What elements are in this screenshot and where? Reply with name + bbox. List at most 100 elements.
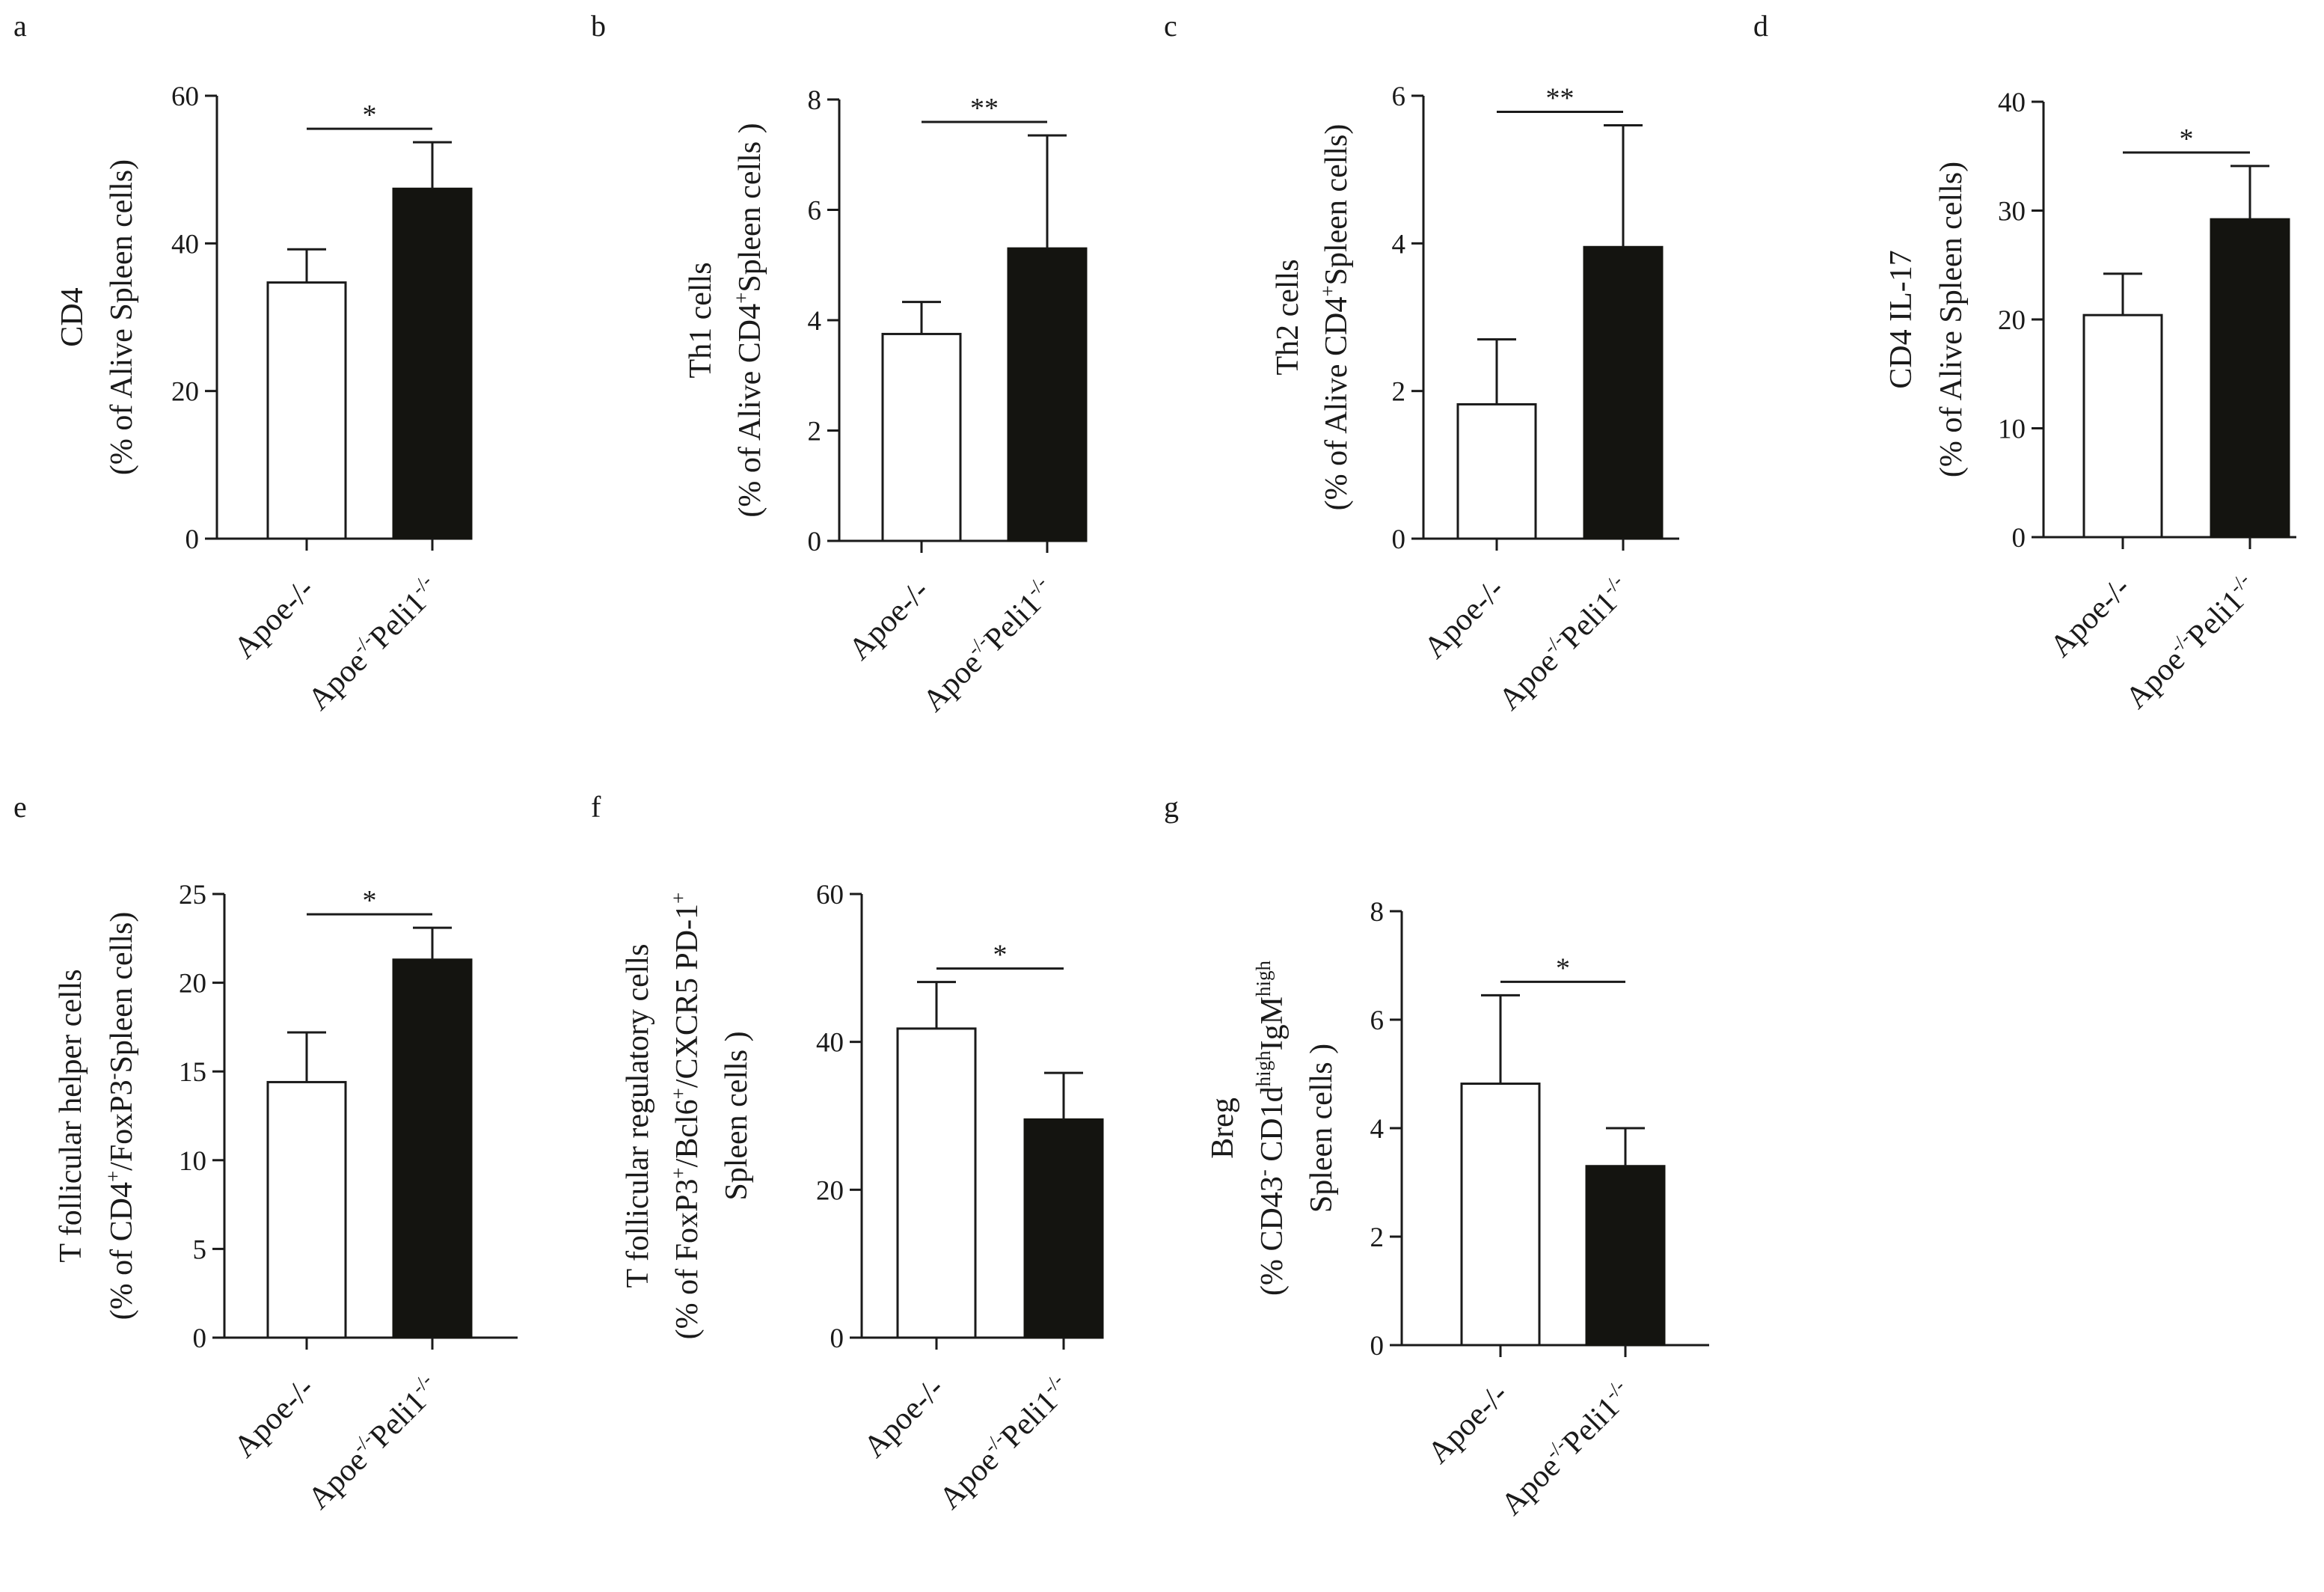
y-axis-label: T follicular helper cells: [54, 969, 88, 1262]
y-tick-label: 60: [171, 82, 199, 112]
y-tick-label: 2: [808, 417, 822, 447]
y-axis-label-text: (% of Alive CD4: [733, 304, 767, 518]
y-axis-label-text: (% CD43: [1255, 1176, 1290, 1296]
y-tick-label: 15: [179, 1057, 206, 1088]
y-axis-label-text: /FoxP3: [105, 1080, 139, 1170]
y-axis-label-superscript: +: [667, 1088, 690, 1099]
y-tick-label: 0: [193, 1323, 207, 1354]
y-tick-label: 4: [1370, 1114, 1385, 1145]
y-axis-label: (% of Alive Spleen cells): [105, 159, 139, 475]
y-axis-label: (% of Alive CD4+Spleen cells): [1316, 124, 1354, 511]
panel-b: b 0 2 4 6 8 ** Th1 cells (% of Alive CD4+Spleen …: [591, 9, 1088, 719]
panel-letter-e: e: [13, 790, 27, 824]
significance-marker: *: [2180, 123, 2194, 155]
bar-apoe-peli1: [1023, 1118, 1104, 1339]
bar-apoe-peli1: [392, 958, 473, 1339]
x-category-label: Apoe-/-Peli1-/-: [2117, 569, 2264, 716]
bar-apoe-peli1: [1585, 1165, 1666, 1347]
bar-apoe-peli1: [2210, 218, 2290, 539]
x-category-label: Apoe-/-Peli1-/-: [1492, 1375, 1640, 1522]
y-axis-label-text: CD4 IL-17: [1884, 250, 1919, 388]
y-tick-label: 0: [1392, 524, 1406, 555]
y-tick-label: 0: [808, 527, 822, 557]
x-category-label: Apoe-/-Peli1-/-: [299, 570, 447, 717]
panel-a: a 0 20 40 60 * CD4 (% of Alive Spleen cells) Apo…: [13, 9, 473, 717]
y-tick-label: 40: [171, 229, 199, 260]
y-tick-label: 40: [1998, 88, 2026, 118]
panel-letter-g: g: [1164, 790, 1179, 824]
y-axis-label: Spleen cells ): [1304, 1044, 1339, 1213]
y-axis-label-text: Spleen cells ): [720, 1031, 754, 1200]
y-axis-label-text: Spleen cells ): [733, 123, 767, 292]
y-tick-label: 4: [1392, 229, 1406, 260]
y-tick-label: 40: [816, 1028, 844, 1059]
panel-e: e 0 5 10 15 20 25 * T follicular helper cells (% …: [13, 790, 518, 1516]
x-category-label: Apoe-/-: [2044, 571, 2137, 664]
y-tick-label: 4: [808, 306, 822, 337]
y-axis-label-text: Spleen cells ): [1304, 1044, 1339, 1213]
y-axis-label-text: /CXCR5 PD-1: [670, 904, 705, 1088]
significance-marker: *: [993, 940, 1008, 971]
y-tick-label: 20: [816, 1175, 844, 1206]
y-tick-label: 2: [1392, 377, 1406, 408]
y-tick-label: 6: [1392, 82, 1406, 112]
y-tick-label: 8: [1370, 897, 1385, 928]
panel-letter-a: a: [13, 9, 27, 43]
panel-c: c 0 2 4 6 ** Th2 cells (% of Alive CD4+Spleen c…: [1164, 9, 1679, 717]
y-axis-label-text: IgM: [1255, 996, 1290, 1050]
y-tick-label: 0: [186, 524, 200, 555]
bar-apoe: [1460, 1083, 1541, 1347]
y-tick-label: 10: [1998, 414, 2026, 445]
y-axis-label-text: T follicular regulatory cells: [621, 944, 655, 1288]
y-axis-label-text: (% of Alive CD4: [1319, 297, 1354, 511]
y-axis-label-superscript: +: [1316, 285, 1339, 296]
y-tick-label: 6: [1370, 1005, 1385, 1036]
x-category-label: Apoe-/-: [1421, 1377, 1515, 1471]
y-axis-label: (% CD43- CD1dhighIgMhigh: [1252, 960, 1290, 1296]
panel-letter-c: c: [1164, 9, 1177, 43]
y-axis-label: Breg: [1206, 1097, 1240, 1159]
y-axis-label: CD4 IL-17: [1884, 250, 1919, 388]
bar-apoe: [1456, 402, 1537, 540]
y-axis-label-superscript: +: [102, 1171, 124, 1182]
y-tick-label: 25: [179, 880, 206, 910]
panel-f: f 0 20 40 60 * T follicular regulatory cells (%…: [591, 790, 1104, 1516]
y-tick-label: 0: [1370, 1331, 1385, 1362]
y-axis-label: CD4: [55, 287, 90, 346]
y-axis-label-text: T follicular helper cells: [54, 969, 88, 1262]
y-axis-label-text: (% of CD4: [105, 1182, 139, 1320]
y-axis-label: (% of Alive Spleen cells): [1934, 162, 1969, 477]
y-axis-label-text: Th2 cells: [1271, 259, 1305, 375]
y-tick-label: 20: [179, 969, 206, 999]
y-tick-label: 20: [171, 377, 199, 408]
y-axis-label-text: Spleen cells): [1319, 124, 1354, 286]
y-axis-label-text: Spleen cells): [105, 912, 139, 1074]
y-tick-label: 0: [2012, 523, 2026, 554]
y-axis-label-text: (% of Alive Spleen cells): [105, 159, 139, 475]
y-axis-label-superscript: +: [667, 893, 690, 904]
bar-apoe: [266, 281, 347, 540]
y-axis-label: Th1 cells: [684, 262, 718, 378]
significance-marker: **: [1546, 82, 1575, 114]
y-axis-label: Th2 cells: [1271, 259, 1305, 375]
y-axis-label-text: Th1 cells: [684, 262, 718, 378]
bar-apoe: [896, 1027, 977, 1339]
y-axis-label-text: (% of FoxP3: [670, 1179, 705, 1340]
panel-letter-b: b: [591, 9, 606, 43]
x-category-label: Apoe-/-Peli1-/-: [930, 1369, 1078, 1516]
y-tick-label: 20: [1998, 305, 2026, 336]
y-axis-label-superscript: -: [102, 1073, 124, 1080]
bar-apoe: [881, 332, 962, 542]
significance-marker: *: [1556, 952, 1570, 984]
x-category-label: Apoe-/-Peli1-/-: [1490, 570, 1637, 717]
y-axis-label-superscript: high: [1252, 960, 1275, 996]
x-category-label: Apoe-/-Peli1-/-: [299, 1369, 447, 1516]
y-axis-label: Spleen cells ): [720, 1031, 754, 1200]
x-category-label: Apoe-/-: [857, 1371, 951, 1465]
bar-apoe-peli1: [392, 187, 473, 540]
y-tick-label: 8: [808, 85, 822, 116]
y-tick-label: 30: [1998, 197, 2026, 227]
y-tick-label: 5: [193, 1234, 207, 1265]
y-axis-label-superscript: +: [730, 293, 752, 304]
